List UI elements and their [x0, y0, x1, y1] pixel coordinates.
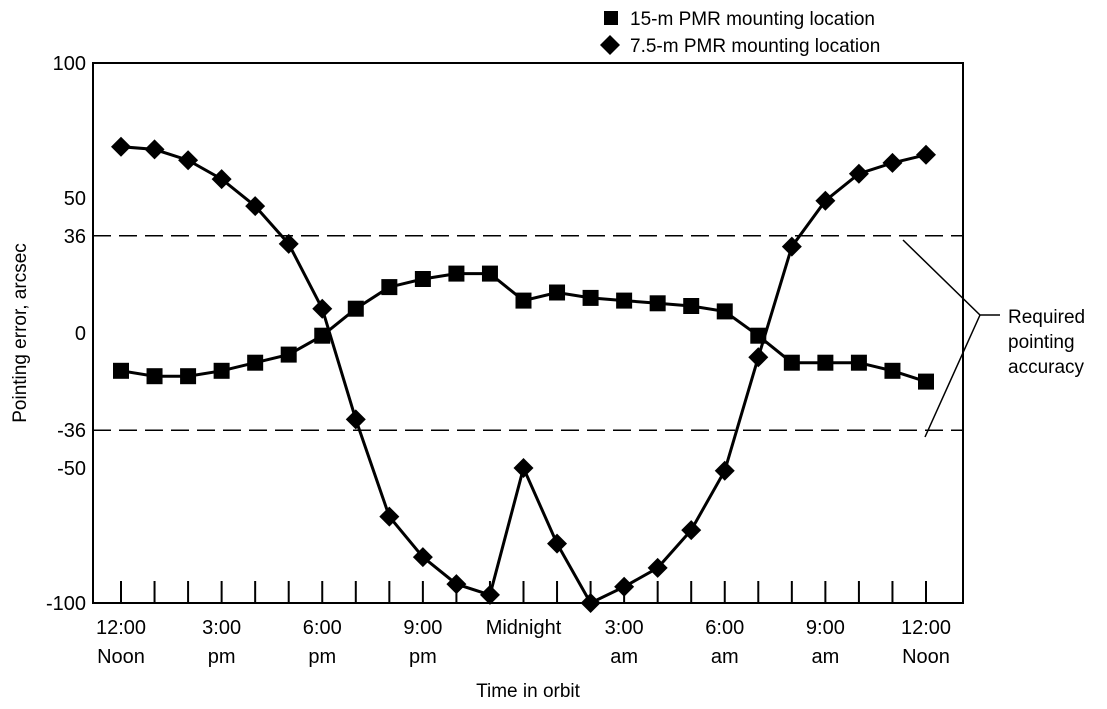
- data-point-square: [280, 346, 297, 363]
- y-tick-label: -100: [46, 593, 86, 615]
- x-tick-label: 6:00: [303, 617, 342, 639]
- legend-square-marker-icon: [604, 11, 618, 25]
- data-point-square: [582, 289, 599, 306]
- y-tick-label: -50: [57, 458, 86, 480]
- data-point-diamond: [111, 136, 131, 157]
- x-axis-tick-labels: 12:00 Noon 3:00 pm 6:00 pm 9:00 pm Midnight 3:00 a…: [96, 617, 951, 668]
- x-tick-label-line2: am: [711, 646, 739, 668]
- series-line-15m: [120, 272, 927, 384]
- data-point-square: [347, 300, 364, 317]
- y-tick-label: 36: [64, 226, 86, 248]
- x-tick-label-line2: pm: [308, 646, 336, 668]
- data-point-diamond: [513, 458, 534, 478]
- series-line-7-5m: [120, 145, 927, 605]
- y-axis-ticks: 100 50 36 0 -36 -50 -100: [46, 53, 86, 615]
- x-axis-title: Time in orbit: [476, 681, 581, 702]
- data-point-diamond: [916, 144, 936, 165]
- x-tick-label: 12:00: [901, 617, 951, 639]
- x-tick-label-line2: Noon: [97, 646, 145, 668]
- x-tick-label: 12:00: [96, 617, 146, 639]
- data-point-square: [884, 362, 901, 379]
- data-point-square: [817, 354, 834, 371]
- data-point-diamond: [815, 190, 836, 211]
- plot-frame: [92, 62, 964, 604]
- x-tick-label: Midnight: [486, 617, 562, 639]
- data-point-diamond: [245, 196, 266, 217]
- data-point-square: [850, 354, 867, 371]
- x-tick-label: 9:00: [403, 617, 442, 639]
- data-point-square: [616, 292, 633, 309]
- data-point-diamond: [681, 520, 702, 541]
- data-point-square: [180, 368, 197, 385]
- data-point-square: [783, 354, 800, 371]
- x-tick-label: 6:00: [705, 617, 744, 639]
- data-point-square: [146, 368, 163, 385]
- annotation-line-2: pointing: [1008, 332, 1075, 353]
- annotation-leaders: [902, 239, 1000, 438]
- series-markers: [111, 136, 936, 613]
- data-point-square: [549, 284, 566, 301]
- legend-label-7-5m: 7.5-m PMR mounting location: [630, 36, 880, 57]
- required-accuracy-lines: [93, 235, 963, 431]
- y-tick-label: 100: [53, 53, 86, 75]
- data-point-diamond: [580, 593, 601, 613]
- y-axis-title: Pointing error, arcsec: [10, 243, 31, 423]
- data-point-square: [213, 362, 230, 379]
- data-point-diamond: [412, 547, 433, 568]
- legend-label-15m: 15-m PMR mounting location: [630, 9, 875, 30]
- y-tick-label: 0: [75, 323, 86, 345]
- y-tick-label: 50: [64, 188, 86, 210]
- x-axis-ticks: [120, 581, 927, 603]
- data-point-diamond: [714, 460, 735, 481]
- series-lines: [120, 145, 927, 605]
- x-tick-label: 9:00: [806, 617, 845, 639]
- data-point-diamond: [614, 576, 635, 597]
- data-point-square: [381, 279, 398, 296]
- data-point-diamond: [848, 163, 869, 184]
- x-tick-label-line2: am: [811, 646, 839, 668]
- data-point-diamond: [748, 347, 769, 368]
- data-point-diamond: [647, 557, 668, 578]
- data-point-square: [113, 362, 129, 379]
- data-point-square: [314, 327, 331, 344]
- data-point-diamond: [345, 409, 366, 430]
- x-tick-label: 3:00: [202, 617, 241, 639]
- legend-diamond-marker-icon: [600, 35, 620, 55]
- data-point-diamond: [144, 139, 165, 160]
- x-tick-label-line2: Noon: [902, 646, 950, 668]
- legend: 15-m PMR mounting location 7.5-m PMR mou…: [600, 9, 880, 57]
- data-point-diamond: [882, 152, 903, 173]
- data-point-square: [481, 265, 498, 282]
- data-point-diamond: [211, 169, 232, 190]
- data-point-square: [750, 327, 767, 344]
- data-point-diamond: [379, 506, 400, 527]
- annotation-line-3: accuracy: [1008, 357, 1085, 378]
- data-point-square: [918, 373, 934, 390]
- data-point-square: [448, 265, 465, 282]
- x-tick-label: 3:00: [605, 617, 644, 639]
- x-tick-label-line2: pm: [208, 646, 236, 668]
- data-point-diamond: [479, 584, 500, 605]
- data-point-diamond: [278, 233, 299, 254]
- data-point-square: [414, 271, 431, 287]
- data-point-diamond: [446, 574, 467, 595]
- data-point-square: [683, 298, 700, 314]
- data-point-square: [716, 303, 733, 320]
- annotation-line-1: Required: [1008, 307, 1085, 328]
- y-tick-label: -36: [57, 420, 86, 442]
- x-tick-label-line2: am: [610, 646, 638, 668]
- data-point-square: [515, 292, 532, 309]
- x-tick-label-line2: pm: [409, 646, 437, 668]
- leader-upper: [902, 239, 1000, 316]
- data-point-square: [649, 295, 666, 312]
- data-point-diamond: [781, 236, 802, 257]
- data-point-diamond: [312, 298, 333, 319]
- data-point-diamond: [547, 533, 568, 554]
- data-point-square: [247, 354, 264, 371]
- data-point-diamond: [178, 150, 199, 171]
- leader-lower: [924, 314, 981, 438]
